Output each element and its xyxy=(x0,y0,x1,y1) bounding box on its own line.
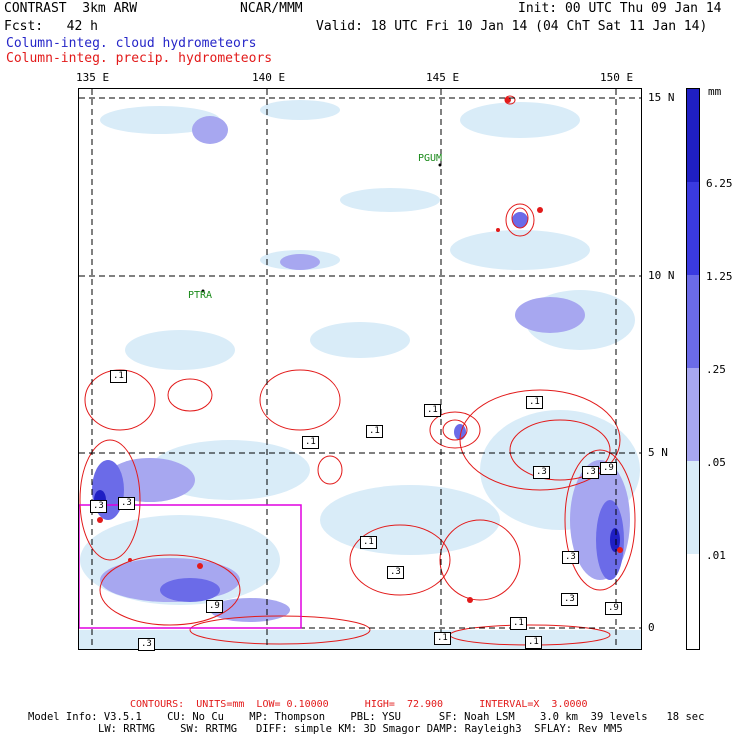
contour-label: .1 xyxy=(525,636,542,649)
model-info-line2: LW: RRTMG SW: RRTMG DIFF: simple KM: 3D … xyxy=(98,723,623,735)
field-precip-label: Column-integ. precip. hydrometeors xyxy=(6,51,273,66)
colorbar-unit: mm xyxy=(708,85,722,98)
contour-label: .3 xyxy=(387,566,404,579)
model-info-line1: Model Info: V3.5.1 CU: No Cu MP: Thompso… xyxy=(28,711,705,723)
contour-label: .9 xyxy=(600,462,617,475)
contour-label: .3 xyxy=(562,551,579,564)
contour-label: .1 xyxy=(434,632,451,645)
colorbar-tick: .01 xyxy=(706,549,726,562)
contour-label: .1 xyxy=(110,370,127,383)
lon-label-135: 135 E xyxy=(76,71,110,84)
contour-label: .9 xyxy=(206,600,223,613)
lon-label-150: 150 E xyxy=(600,71,634,84)
colorbar-swatch xyxy=(687,182,699,275)
colorbar-tick: 1.25 xyxy=(706,270,733,283)
colorbar-swatch xyxy=(687,275,699,368)
lat-lon-grid xyxy=(79,89,641,649)
contour-label: .3 xyxy=(582,466,599,479)
contour-label: .3 xyxy=(118,497,135,510)
valid-time: Valid: 18 UTC Fri 10 Jan 14 (04 ChT Sat … xyxy=(316,19,708,34)
precip-cores xyxy=(97,97,623,603)
place-label-guam: PGUM xyxy=(418,153,443,164)
contour-label: .1 xyxy=(510,617,527,630)
lon-label-145: 145 E xyxy=(426,71,460,84)
contour-label: .3 xyxy=(90,500,107,513)
contour-info: CONTOURS: UNITS=mm LOW= 0.10000 HIGH= 72… xyxy=(130,699,588,710)
colorbar-swatch xyxy=(687,461,699,554)
contour-label: .1 xyxy=(424,404,441,417)
colorbar-swatch xyxy=(687,368,699,461)
contour-label: .3 xyxy=(533,466,550,479)
lon-label-140: 140 E xyxy=(252,71,286,84)
lat-label-15n: 15 N xyxy=(648,91,675,104)
contour-label: .3 xyxy=(561,593,578,606)
guam-marker xyxy=(438,163,442,167)
colorbar-tick: .25 xyxy=(706,363,726,376)
forecast-hour: Fcst: 42 h xyxy=(4,19,98,34)
palau-marker xyxy=(201,289,205,293)
place-label-palau: PTRA xyxy=(188,290,213,301)
lat-label-5n: 5 N xyxy=(648,446,668,459)
center-name: NCAR/MMM xyxy=(240,1,303,16)
colorbar-swatch xyxy=(687,89,699,182)
colorbar-swatch xyxy=(687,554,699,649)
contour-label: .1 xyxy=(302,436,319,449)
contour-label: .9 xyxy=(605,602,622,615)
init-time: Init: 00 UTC Thu 09 Jan 14 xyxy=(518,1,722,16)
lat-label-10n: 10 N xyxy=(648,269,675,282)
contour-label: .1 xyxy=(366,425,383,438)
map-frame xyxy=(78,88,642,650)
model-title: CONTRAST 3km ARW xyxy=(4,1,138,16)
field-cloud-label: Column-integ. cloud hydrometeors xyxy=(6,36,257,51)
contour-label: .1 xyxy=(526,396,543,409)
contour-label: .1 xyxy=(360,536,377,549)
colorbar xyxy=(686,88,700,650)
lat-label-0: 0 xyxy=(648,621,655,634)
colorbar-tick: .05 xyxy=(706,456,726,469)
inset-box xyxy=(78,504,302,629)
colorbar-tick: 6.25 xyxy=(706,177,733,190)
contour-label: .3 xyxy=(138,638,155,651)
